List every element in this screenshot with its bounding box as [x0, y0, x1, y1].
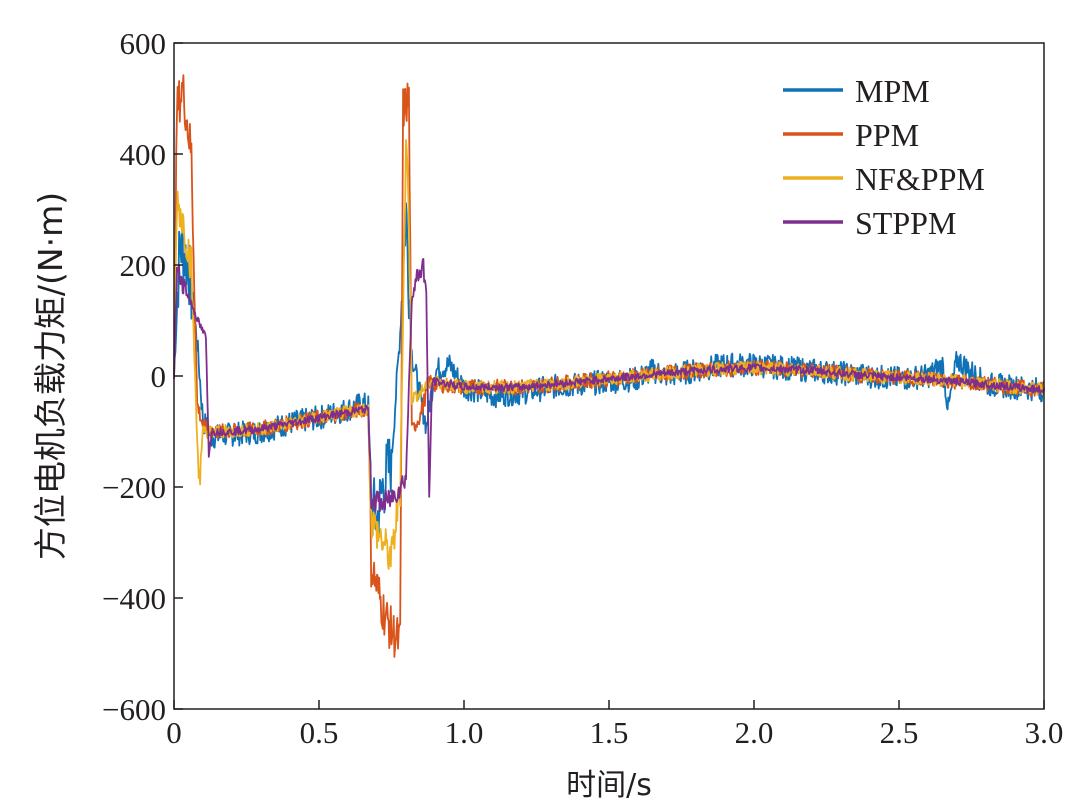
y-tick-label: 0	[151, 359, 167, 394]
x-tick-label: 2.0	[735, 715, 774, 750]
x-tick-label: 1.5	[590, 715, 629, 750]
x-axis-label: 时间/s	[566, 768, 652, 803]
series-line-stppm	[173, 258, 1045, 513]
y-tick-label: −400	[102, 581, 166, 616]
x-tick-label: 0	[166, 715, 182, 750]
series-layer	[173, 74, 1045, 658]
legend-label: NF&PPM	[855, 161, 985, 197]
ticks-layer: 0 0.5 1.0 1.5 2.0 2.5 3.0 600 400 200 0 −200 −400 −60…	[102, 26, 1063, 750]
x-tick-label: 1.0	[445, 715, 484, 750]
series-line-mpm	[173, 202, 1045, 541]
y-tick-label: 600	[120, 26, 167, 61]
x-tick-label: 0.5	[300, 715, 339, 750]
legend: MPM PPM NF&PPM STPPM	[783, 73, 985, 241]
legend-label: MPM	[855, 73, 930, 109]
legend-label: PPM	[855, 117, 919, 153]
x-tick-label: 2.5	[880, 715, 919, 750]
y-tick-label: −200	[102, 470, 166, 505]
y-tick-label: 400	[120, 137, 167, 172]
x-tick-label: 3.0	[1025, 715, 1064, 750]
y-tick-label: −600	[102, 692, 166, 727]
y-tick-label: 200	[120, 248, 167, 283]
y-axis-label: 方位电机负载力矩/(N·m)	[31, 192, 70, 560]
legend-label: STPPM	[855, 205, 956, 241]
